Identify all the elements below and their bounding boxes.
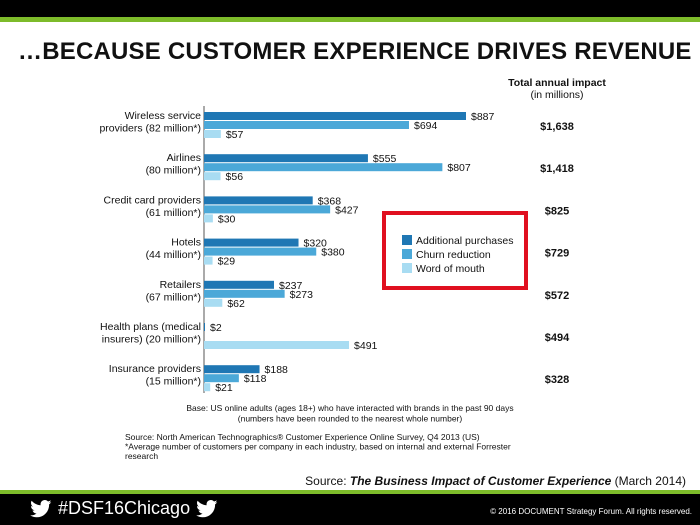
legend-entry: Additional purchases	[416, 235, 513, 247]
data-label: $694	[414, 120, 438, 132]
data-label: $555	[373, 153, 397, 165]
data-label: $21	[215, 382, 233, 394]
bar-churn-reduction	[204, 247, 317, 256]
bar-additional-purchases	[204, 238, 299, 247]
twitter-bird-icon	[30, 499, 52, 517]
chart-source-note: *Average number of customers per company…	[125, 442, 511, 452]
bar-additional-purchases	[204, 154, 368, 163]
bar-churn-reduction	[204, 163, 443, 172]
legend-highlight-box	[382, 211, 528, 290]
total-impact-value: $1,638	[540, 121, 574, 133]
data-label: $273	[290, 289, 314, 301]
bar-additional-purchases	[204, 280, 275, 289]
bar-word-of-mouth	[204, 172, 221, 181]
chart-note: Base: US online adults (ages 18+) who ha…	[186, 403, 513, 413]
category-label: Retailers	[160, 279, 201, 291]
category-label: Insurance providers	[109, 363, 201, 375]
bar-chart: Total annual impact(in millions) Wireless…	[99, 77, 606, 461]
category-label: providers (82 million*)	[99, 123, 201, 135]
top-accent-stripe	[0, 17, 700, 22]
data-label: $887	[471, 111, 495, 123]
top-bar	[0, 0, 700, 22]
bar-churn-reduction	[204, 374, 239, 383]
bar-word-of-mouth	[204, 341, 350, 349]
bar-churn-reduction	[204, 121, 409, 129]
category-label: (44 million*)	[146, 249, 201, 261]
slide-title: …BECAUSE CUSTOMER EXPERIENCE DRIVES REVE…	[18, 38, 692, 65]
source-title: The Business Impact of Customer Experien…	[349, 474, 612, 488]
total-impact-value: $1,418	[540, 163, 574, 175]
data-label: $118	[244, 373, 267, 385]
footer-accent-stripe	[0, 490, 700, 494]
data-label: $188	[265, 364, 289, 376]
data-label: $320	[304, 238, 328, 250]
bar-additional-purchases	[204, 365, 260, 374]
bar-word-of-mouth	[204, 298, 223, 307]
bar-word-of-mouth	[204, 130, 221, 138]
bar-churn-reduction	[204, 289, 285, 298]
event-hashtag: #DSF16Chicago	[58, 498, 191, 518]
bar-word-of-mouth	[204, 256, 213, 265]
category-label: Airlines	[167, 152, 201, 164]
data-label: $2	[210, 322, 222, 334]
data-label: $368	[318, 195, 342, 207]
total-impact-value: $729	[545, 248, 569, 260]
legend-entry: Churn reduction	[416, 249, 491, 261]
total-impact-value: $494	[545, 332, 570, 344]
data-label: $56	[226, 171, 244, 183]
total-impact-value: $328	[545, 374, 569, 386]
chart-source-note: research	[125, 451, 158, 461]
total-header: Total annual impact	[508, 77, 606, 89]
legend-swatch	[402, 249, 412, 259]
bar-additional-purchases	[204, 323, 205, 331]
twitter-bird-icon	[196, 499, 218, 517]
total-header: (in millions)	[530, 89, 583, 101]
data-label: $380	[321, 247, 345, 259]
source-prefix: Source:	[305, 474, 350, 488]
category-label: (67 million*)	[146, 291, 201, 303]
data-label: $29	[218, 256, 236, 268]
legend-swatch	[402, 235, 412, 245]
hashtag-block: #DSF16Chicago	[30, 498, 218, 519]
data-label: $491	[354, 340, 378, 352]
bar-word-of-mouth	[204, 214, 213, 223]
data-label: $62	[227, 298, 245, 310]
category-label: Hotels	[171, 237, 201, 249]
bar-word-of-mouth	[204, 383, 211, 392]
bar-additional-purchases	[204, 196, 313, 205]
category-label: insurers) (20 million*)	[102, 334, 201, 346]
copyright-notice: © 2016 DOCUMENT Strategy Forum. All righ…	[490, 507, 692, 516]
category-label: (15 million*)	[146, 376, 201, 388]
legend-swatch	[402, 263, 412, 273]
category-label: (80 million*)	[146, 165, 201, 177]
total-impact-value: $572	[545, 290, 569, 302]
chart-note: (numbers have been rounded to the neares…	[238, 414, 463, 424]
data-label: $807	[447, 162, 471, 174]
source-suffix: (March 2014)	[611, 474, 686, 488]
category-label: Wireless service	[125, 110, 202, 122]
data-label: $427	[335, 204, 359, 216]
footer-bar: #DSF16Chicago © 2016 DOCUMENT Strategy F…	[0, 490, 700, 525]
legend-entry: Word of mouth	[416, 263, 485, 275]
source-citation: Source: The Business Impact of Customer …	[305, 474, 686, 488]
category-label: Credit card providers	[104, 194, 201, 206]
category-label: Health plans (medical	[100, 321, 201, 333]
total-impact-value: $825	[545, 205, 569, 217]
chart-source-note: Source: North American Technographics® C…	[125, 432, 480, 442]
data-label: $57	[226, 129, 244, 141]
data-label: $30	[218, 213, 236, 225]
bar-additional-purchases	[204, 112, 466, 120]
category-label: (61 million*)	[146, 207, 201, 219]
data-label: $237	[279, 280, 303, 292]
bar-churn-reduction	[204, 205, 331, 214]
